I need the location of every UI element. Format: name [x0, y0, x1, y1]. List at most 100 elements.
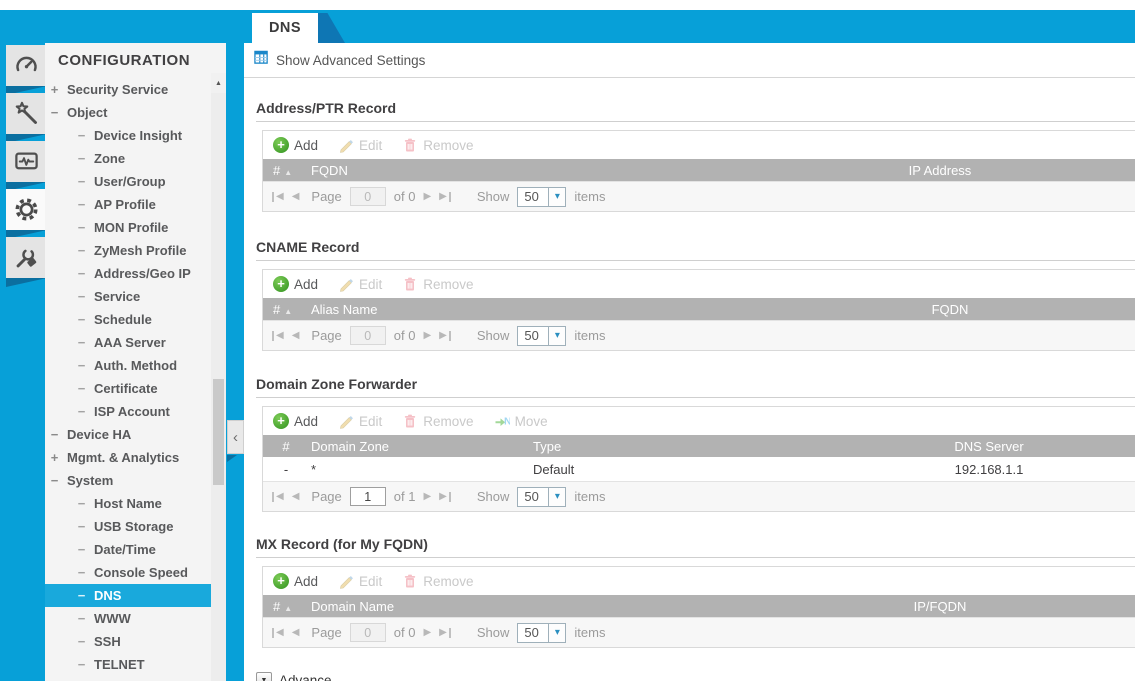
- column-number[interactable]: # ▲: [273, 598, 293, 614]
- maintenance-tools-icon[interactable]: [6, 237, 47, 278]
- sidebar-item-telnet[interactable]: − TELNET: [45, 653, 226, 676]
- page-number-input[interactable]: [349, 187, 386, 206]
- expander-icon[interactable]: −: [50, 427, 59, 442]
- add-button[interactable]: + Add: [273, 413, 318, 429]
- sidebar-item-usb-storage[interactable]: − USB Storage: [45, 515, 226, 538]
- monitor-pulse-icon[interactable]: [6, 141, 47, 182]
- scroll-up-icon[interactable]: ▲: [211, 73, 226, 93]
- column-number[interactable]: # ▲: [273, 301, 293, 317]
- sidebar-item-dns[interactable]: − DNS: [45, 584, 211, 607]
- wizard-wand-icon[interactable]: [6, 93, 47, 134]
- sidebar-item-ssh[interactable]: − SSH: [45, 630, 226, 653]
- page-number-input[interactable]: [349, 326, 386, 345]
- last-page-icon[interactable]: ▶: [439, 330, 451, 341]
- collapse-sidebar-handle[interactable]: ‹: [227, 420, 244, 454]
- sidebar-item-certificate[interactable]: − Certificate: [45, 377, 226, 400]
- scrollbar-thumb[interactable]: [213, 379, 224, 485]
- last-page-icon[interactable]: ▶: [439, 627, 451, 638]
- sidebar-item-host-name[interactable]: − Host Name: [45, 492, 226, 515]
- page-number-input[interactable]: [349, 487, 386, 506]
- add-button[interactable]: + Add: [273, 573, 318, 589]
- last-page-icon[interactable]: ▶: [439, 191, 451, 202]
- sidebar-item-auth-method[interactable]: − Auth. Method: [45, 354, 226, 377]
- remove-button[interactable]: Remove: [402, 137, 474, 153]
- sidebar-item-mon-profile[interactable]: − MON Profile: [45, 216, 226, 239]
- expander-icon[interactable]: +: [50, 82, 59, 97]
- sidebar-item-system[interactable]: − System: [45, 469, 226, 492]
- configuration-gear-icon[interactable]: [6, 189, 47, 230]
- prev-page-icon[interactable]: ◀: [291, 190, 300, 202]
- first-page-icon[interactable]: ◀: [272, 330, 284, 341]
- sidebar-item-zymesh-profile[interactable]: − ZyMesh Profile: [45, 239, 226, 262]
- column-fqdn[interactable]: FQDN: [931, 301, 969, 317]
- sidebar-item-ftp[interactable]: −FTP: [45, 676, 226, 681]
- column-type[interactable]: Type: [533, 438, 562, 454]
- first-page-icon[interactable]: ◀: [272, 627, 284, 638]
- sidebar-item-www[interactable]: − WWW: [45, 607, 226, 630]
- next-page-icon[interactable]: ▶: [423, 329, 432, 341]
- column-ip-fqdn[interactable]: IP/FQDN: [913, 598, 967, 614]
- sidebar-item-isp-account[interactable]: − ISP Account: [45, 400, 226, 423]
- add-button[interactable]: + Add: [273, 276, 318, 292]
- page-number-input[interactable]: [349, 623, 386, 642]
- expander-icon[interactable]: +: [50, 450, 59, 465]
- edit-button[interactable]: Edit: [338, 137, 382, 153]
- show-advanced-settings[interactable]: Show Advanced Settings: [244, 43, 1135, 78]
- next-page-icon[interactable]: ▶: [423, 626, 432, 638]
- table-row[interactable]: - * Default 192.168.1.1: [263, 457, 1135, 481]
- sidebar-item-console-speed[interactable]: − Console Speed: [45, 561, 226, 584]
- sidebar-item-object[interactable]: − Object: [45, 101, 226, 124]
- sidebar-item-security-service[interactable]: + Security Service: [45, 78, 226, 101]
- column-fqdn[interactable]: FQDN: [311, 162, 348, 178]
- sidebar-item-schedule[interactable]: − Schedule: [45, 308, 226, 331]
- tab-dns[interactable]: DNS: [252, 13, 318, 43]
- column-domain-zone[interactable]: Domain Zone: [311, 438, 390, 454]
- prev-page-icon[interactable]: ◀: [291, 490, 300, 502]
- sidebar-item-zone[interactable]: − Zone: [45, 147, 226, 170]
- expander-icon[interactable]: −: [50, 105, 59, 120]
- edit-button[interactable]: Edit: [338, 413, 382, 429]
- page-size-select[interactable]: 50 ▾: [517, 325, 567, 346]
- page-size-select[interactable]: 50 ▾: [517, 186, 567, 207]
- prev-page-icon[interactable]: ◀: [291, 329, 300, 341]
- sidebar-item-ap-profile[interactable]: − AP Profile: [45, 193, 226, 216]
- column-dns-server[interactable]: DNS Server: [954, 438, 1024, 454]
- prev-page-icon[interactable]: ◀: [291, 626, 300, 638]
- sidebar-item-user-group[interactable]: − User/Group: [45, 170, 226, 193]
- sidebar-item-device-insight[interactable]: − Device Insight: [45, 124, 226, 147]
- sidebar-item-date-time[interactable]: − Date/Time: [45, 538, 226, 561]
- chevron-down-icon[interactable]: ▾: [548, 623, 566, 642]
- column-ip-address[interactable]: IP Address: [908, 162, 972, 178]
- sidebar-item-mgmt-analytics[interactable]: + Mgmt. & Analytics: [45, 446, 226, 469]
- page-size-select[interactable]: 50 ▾: [517, 622, 567, 643]
- last-page-icon[interactable]: ▶: [439, 491, 451, 502]
- column-number[interactable]: # ▲: [273, 162, 293, 178]
- chevron-down-icon[interactable]: ▾: [548, 487, 566, 506]
- sidebar-item-address-geo-ip[interactable]: − Address/Geo IP: [45, 262, 226, 285]
- advance-caret-icon[interactable]: ▼: [256, 672, 272, 681]
- column-alias-name[interactable]: Alias Name: [311, 301, 378, 317]
- edit-button[interactable]: Edit: [338, 276, 382, 292]
- first-page-icon[interactable]: ◀: [272, 491, 284, 502]
- add-button[interactable]: + Add: [273, 137, 318, 153]
- sidebar-item-service[interactable]: − Service: [45, 285, 226, 308]
- remove-button[interactable]: Remove: [402, 276, 474, 292]
- column-domain-name[interactable]: Domain Name: [311, 598, 395, 614]
- sidebar-item-device-ha[interactable]: − Device HA: [45, 423, 226, 446]
- next-page-icon[interactable]: ▶: [423, 490, 432, 502]
- expander-icon[interactable]: −: [50, 473, 59, 488]
- first-page-icon[interactable]: ◀: [272, 191, 284, 202]
- column-number[interactable]: #: [282, 438, 290, 454]
- page-size-select[interactable]: 50 ▾: [517, 486, 567, 507]
- edit-button[interactable]: Edit: [338, 573, 382, 589]
- dashboard-gauge-icon[interactable]: [6, 45, 47, 86]
- remove-button[interactable]: Remove: [402, 413, 474, 429]
- chevron-down-icon[interactable]: ▾: [548, 326, 566, 345]
- next-page-icon[interactable]: ▶: [423, 190, 432, 202]
- move-button[interactable]: N Move: [494, 413, 548, 429]
- remove-button[interactable]: Remove: [402, 573, 474, 589]
- chevron-down-icon[interactable]: ▾: [548, 187, 566, 206]
- sidebar-item-aaa-server[interactable]: − AAA Server: [45, 331, 226, 354]
- tree-scrollbar[interactable]: ▲: [211, 73, 226, 681]
- advance-expander[interactable]: ▼ Advance: [256, 672, 1135, 681]
